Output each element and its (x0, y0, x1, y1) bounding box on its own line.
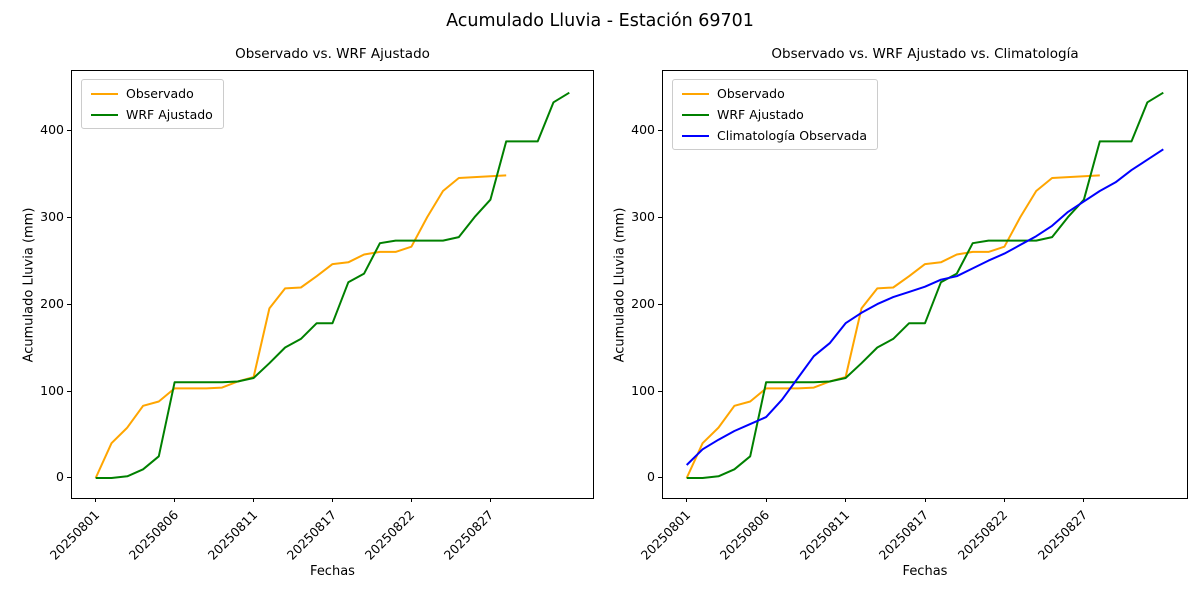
left-chart-y-tick (67, 216, 71, 218)
right-chart-x-tick (1003, 498, 1005, 502)
legend-line-swatch (682, 113, 709, 116)
right-chart-x-tick (765, 498, 767, 502)
right-chart-y-axis-label: Acumulado Lluvia (mm) (612, 207, 628, 362)
legend-line-swatch (682, 134, 709, 137)
legend-line-swatch (91, 92, 118, 95)
left-chart-y-tick-label: 400 (40, 121, 64, 137)
legend-line-swatch (91, 113, 118, 116)
right-chart-x-tick (924, 498, 926, 502)
right-chart-y-tick (658, 477, 662, 479)
right-chart-y-tick-label: 0 (647, 469, 655, 485)
right-chart-line-observado (685, 174, 1100, 479)
right-chart-x-tick-label: 20250822 (955, 507, 1011, 563)
right-chart-x-tick (845, 498, 847, 502)
right-chart-y-tick-label: 200 (631, 295, 655, 311)
right-chart-y-tick-label: 300 (631, 208, 655, 224)
left-chart-y-tick-label: 0 (56, 469, 64, 485)
right-chart-y-tick (658, 216, 662, 218)
right-chart-x-axis-label: Fechas (902, 564, 948, 579)
left-chart-legend-item: Observado (91, 86, 213, 101)
left-chart-title: Observado vs. WRF Ajustado (235, 46, 430, 62)
legend-label: Climatología Observada (717, 128, 867, 143)
right-chart-x-tick-label: 20250827 (1034, 507, 1091, 563)
left-chart-y-tick (67, 390, 71, 392)
right-chart-x-tick-label: 20250817 (875, 507, 932, 563)
right-chart-x-tick-label: 20250806 (716, 507, 773, 563)
left-chart-line-wrf-ajustado (95, 91, 570, 479)
right-chart-axes: Observado vs. WRF Ajustado vs. Climatolo… (613, 46, 1188, 579)
right-chart-x-tick (686, 498, 688, 502)
left-chart-axes: Observado vs. WRF Ajustado Observado WRF … (22, 46, 594, 579)
left-chart-y-axis-label: Acumulado Lluvia (mm) (21, 207, 37, 362)
left-chart-x-tick-label: 20250817 (283, 507, 339, 563)
left-chart-x-tick (410, 498, 412, 502)
left-chart-x-axis-label: Fechas (310, 564, 355, 579)
left-chart-x-tick-label: 20250822 (362, 507, 418, 563)
right-chart-legend-item: WRF Ajustado (682, 107, 867, 122)
left-chart-y-tick-label: 100 (40, 382, 64, 398)
right-chart-title: Observado vs. WRF Ajustado vs. Climatolo… (771, 46, 1079, 62)
left-chart-x-tick-label: 20250806 (125, 507, 181, 563)
left-chart-legend-item: WRF Ajustado (91, 107, 213, 122)
right-chart-legend: Observado WRF Ajustado Climatología Observ… (672, 79, 878, 150)
right-chart-y-tick (658, 303, 662, 305)
left-chart-y-tick (67, 129, 71, 131)
right-chart-y-tick (658, 390, 662, 392)
right-chart-plot-area (685, 91, 1164, 479)
left-chart-x-tick (95, 498, 97, 502)
right-chart-y-tick (658, 129, 662, 131)
left-chart-y-tick-label: 300 (40, 208, 64, 224)
left-chart-legend: Observado WRF Ajustado (81, 79, 224, 129)
left-chart-x-tick-label: 20250811 (204, 507, 260, 563)
left-chart-x-tick (489, 498, 491, 502)
left-chart-y-tick-label: 200 (40, 295, 64, 311)
left-chart-plot-area (94, 91, 570, 479)
left-chart-x-tick (332, 498, 333, 502)
right-chart-y-tick-label: 400 (631, 121, 655, 137)
left-chart-x-tick (253, 498, 255, 502)
right-chart-y-tick-label: 100 (631, 382, 655, 398)
left-chart-x-tick-label: 20250827 (441, 507, 497, 563)
left-chart-y-tick (67, 477, 71, 479)
right-chart-legend-item: Observado (682, 86, 867, 101)
legend-label: WRF Ajustado (126, 107, 213, 122)
left-chart-x-tick-label: 20250801 (46, 507, 103, 563)
right-chart-line-climatolog-a-observada (685, 148, 1164, 466)
left-chart-line-observado (94, 174, 507, 479)
right-chart-line-wrf-ajustado (686, 91, 1164, 479)
legend-line-swatch (682, 92, 709, 95)
left-chart-y-tick (67, 303, 71, 305)
right-chart-x-tick (1083, 498, 1085, 502)
right-chart-x-tick-label: 20250801 (637, 507, 694, 563)
legend-label: WRF Ajustado (717, 107, 804, 122)
figure-title: Acumulado Lluvia - Estación 69701 (446, 11, 754, 31)
right-chart-legend-item: Climatología Observada (682, 128, 867, 143)
legend-label: Observado (717, 86, 785, 101)
legend-label: Observado (126, 86, 194, 101)
left-chart-x-tick (174, 498, 176, 502)
right-chart-x-tick-label: 20250811 (796, 507, 852, 563)
